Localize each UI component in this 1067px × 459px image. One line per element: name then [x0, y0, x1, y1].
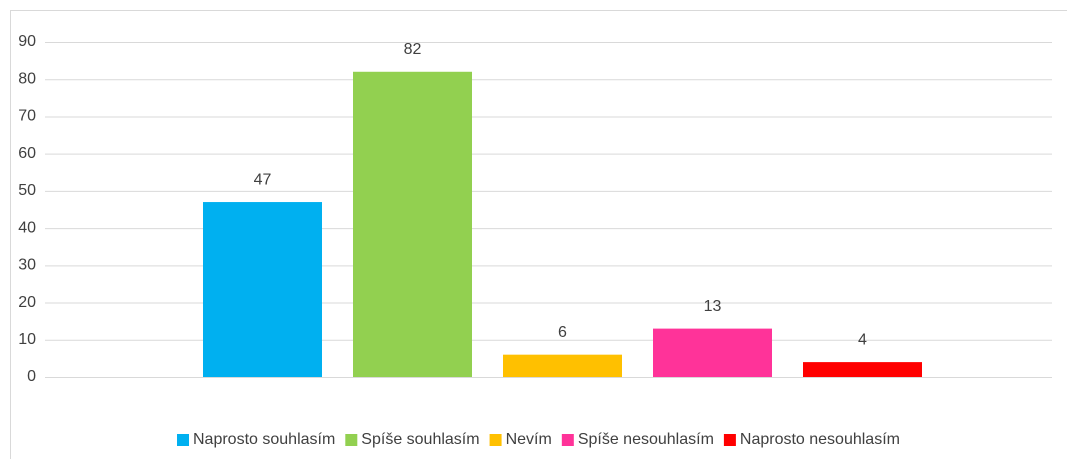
legend-label: Spíše souhlasím: [361, 431, 479, 448]
y-tick-label: 90: [18, 33, 36, 50]
legend-label: Naprosto souhlasím: [193, 431, 335, 448]
legend-swatch: [177, 434, 190, 446]
legend-swatch: [723, 434, 736, 446]
y-tick-label: 10: [18, 331, 36, 348]
y-tick-label: 30: [18, 257, 36, 274]
y-tick-label: 50: [18, 182, 36, 199]
y-tick-label: 60: [18, 145, 36, 162]
legend-swatch: [561, 434, 574, 446]
data-label: 13: [704, 298, 722, 315]
bar: [803, 362, 922, 377]
data-label: 82: [404, 41, 422, 58]
legend-label: Naprosto nesouhlasím: [740, 431, 900, 448]
legend-swatch: [345, 434, 358, 446]
legend-label: Spíše nesouhlasím: [578, 431, 714, 448]
legend-swatch: [489, 434, 502, 446]
y-tick-label: 80: [18, 70, 36, 87]
data-label: 47: [254, 171, 272, 188]
bar: [203, 202, 322, 377]
bar: [653, 328, 772, 377]
legend-label: Nevím: [506, 431, 552, 448]
data-label: 4: [858, 331, 867, 348]
y-tick-label: 20: [18, 294, 36, 311]
bar: [353, 71, 472, 378]
y-tick-label: 70: [18, 108, 36, 125]
y-tick-label: 0: [27, 368, 36, 385]
data-label: 6: [558, 324, 567, 341]
bar: [503, 354, 622, 377]
y-tick-label: 40: [18, 219, 36, 236]
chart-border: [10, 10, 1067, 459]
